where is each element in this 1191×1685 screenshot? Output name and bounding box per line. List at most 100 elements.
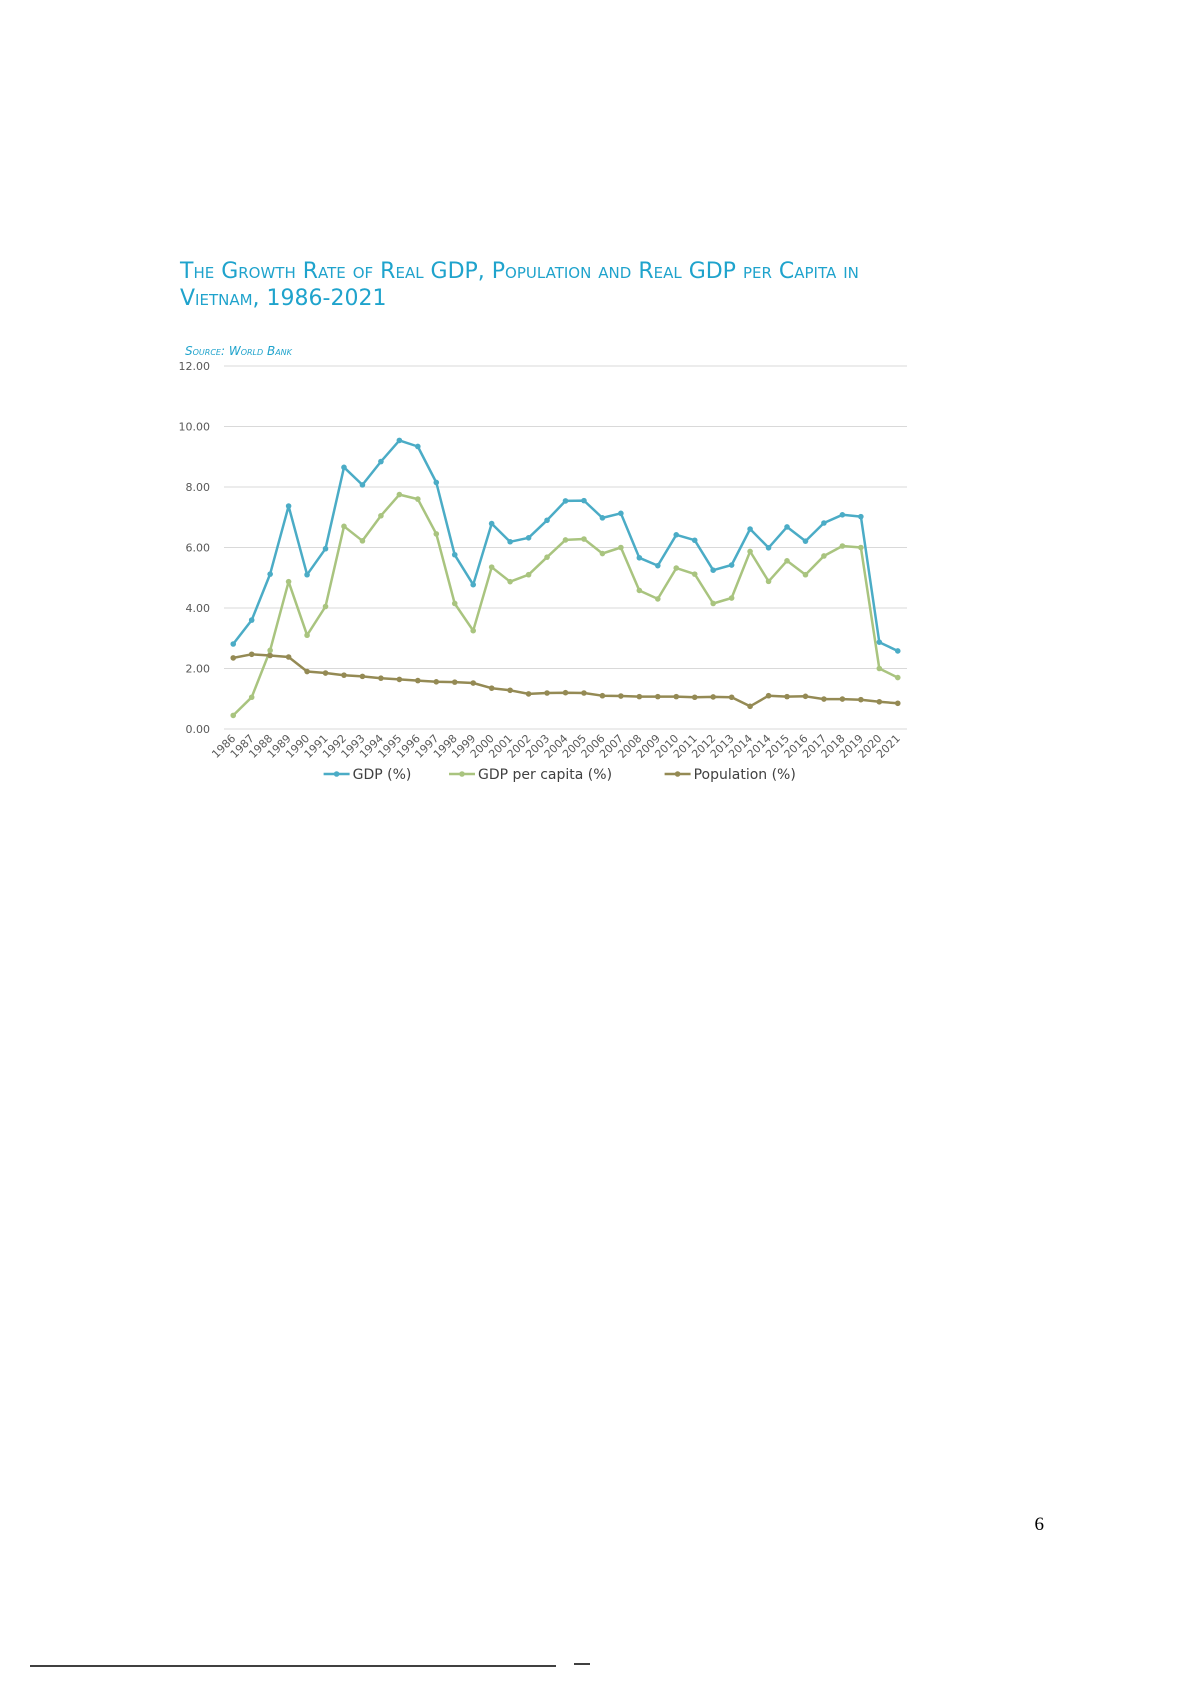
data-point bbox=[599, 515, 606, 521]
data-point bbox=[562, 498, 569, 504]
legend-swatch-dot bbox=[674, 771, 681, 777]
data-point bbox=[341, 464, 347, 471]
data-point bbox=[562, 537, 569, 543]
data-point bbox=[839, 543, 846, 549]
data-point bbox=[894, 700, 901, 707]
data-point bbox=[728, 595, 735, 601]
data-point bbox=[728, 694, 735, 701]
data-point bbox=[285, 654, 292, 660]
data-point bbox=[821, 696, 827, 702]
data-point bbox=[525, 571, 532, 578]
legend-swatch-dot bbox=[459, 771, 465, 777]
data-point bbox=[267, 571, 273, 577]
data-point bbox=[322, 603, 329, 610]
data-point bbox=[507, 538, 513, 545]
data-point bbox=[488, 685, 495, 691]
data-point bbox=[322, 545, 329, 552]
data-point bbox=[488, 564, 495, 570]
data-point bbox=[784, 558, 790, 564]
data-point bbox=[821, 553, 827, 559]
series-line bbox=[232, 653, 898, 708]
data-point bbox=[248, 651, 255, 658]
data-point bbox=[618, 693, 624, 699]
data-point bbox=[562, 689, 569, 696]
data-point bbox=[765, 545, 772, 551]
data-point bbox=[636, 693, 643, 700]
data-point bbox=[747, 526, 753, 532]
data-point bbox=[415, 496, 421, 502]
chart-title: The Growth Rate of Real GDP, Population … bbox=[179, 259, 859, 311]
data-point bbox=[341, 672, 347, 678]
data-point bbox=[728, 562, 735, 568]
data-point bbox=[378, 458, 384, 465]
data-point bbox=[618, 510, 624, 517]
data-point bbox=[451, 679, 458, 685]
data-point bbox=[322, 670, 329, 676]
data-point bbox=[858, 696, 864, 703]
data-point bbox=[451, 600, 458, 607]
data-point bbox=[415, 677, 421, 684]
data-point bbox=[396, 437, 403, 444]
legend-swatch-dot bbox=[333, 771, 340, 777]
legend-label: GDP per capita (%) bbox=[478, 767, 612, 783]
data-point bbox=[415, 443, 421, 450]
data-point bbox=[359, 538, 366, 544]
data-point bbox=[470, 627, 477, 634]
data-point bbox=[378, 512, 384, 519]
data-point bbox=[230, 641, 237, 647]
data-point bbox=[654, 693, 661, 700]
page-number: 6 bbox=[1035, 1514, 1045, 1535]
data-point bbox=[710, 567, 716, 573]
data-point bbox=[544, 517, 550, 524]
data-point bbox=[488, 520, 495, 527]
data-point bbox=[525, 691, 532, 697]
data-point bbox=[691, 537, 698, 544]
data-point bbox=[544, 690, 550, 696]
data-point bbox=[304, 668, 310, 675]
data-point bbox=[710, 694, 716, 700]
data-point bbox=[451, 551, 458, 558]
data-point bbox=[359, 673, 366, 680]
data-point bbox=[248, 617, 255, 623]
data-point bbox=[230, 655, 237, 661]
data-point bbox=[691, 694, 698, 701]
data-point bbox=[285, 503, 292, 509]
data-point bbox=[599, 550, 606, 557]
data-point bbox=[507, 687, 513, 694]
data-point bbox=[599, 692, 606, 699]
y-tick-label: 2.00 bbox=[186, 663, 211, 676]
data-point bbox=[341, 523, 347, 530]
data-point bbox=[784, 524, 790, 530]
data-point bbox=[396, 676, 403, 683]
data-point bbox=[433, 679, 440, 685]
data-point bbox=[747, 703, 753, 710]
data-point bbox=[654, 596, 661, 602]
data-point bbox=[636, 587, 643, 594]
y-tick-label: 10.00 bbox=[179, 421, 211, 434]
data-point bbox=[673, 565, 680, 571]
data-point bbox=[747, 548, 753, 555]
data-point bbox=[876, 698, 883, 705]
data-point bbox=[433, 479, 440, 486]
y-tick-label: 8.00 bbox=[186, 481, 211, 494]
data-point bbox=[544, 554, 550, 560]
data-point bbox=[230, 712, 237, 719]
data-point bbox=[267, 652, 273, 659]
data-point bbox=[839, 696, 846, 702]
data-point bbox=[285, 578, 292, 585]
data-point bbox=[673, 693, 680, 700]
data-point bbox=[802, 693, 809, 700]
data-point bbox=[784, 693, 790, 700]
y-tick-label: 4.00 bbox=[186, 602, 211, 615]
data-point bbox=[858, 544, 864, 551]
data-point bbox=[304, 632, 310, 639]
data-point bbox=[581, 690, 587, 696]
data-point bbox=[525, 535, 532, 541]
legend-label: GDP (%) bbox=[353, 767, 412, 783]
data-point bbox=[304, 571, 310, 578]
y-tick-label: 12.00 bbox=[179, 360, 211, 373]
data-point bbox=[654, 562, 661, 569]
data-point bbox=[581, 536, 587, 542]
